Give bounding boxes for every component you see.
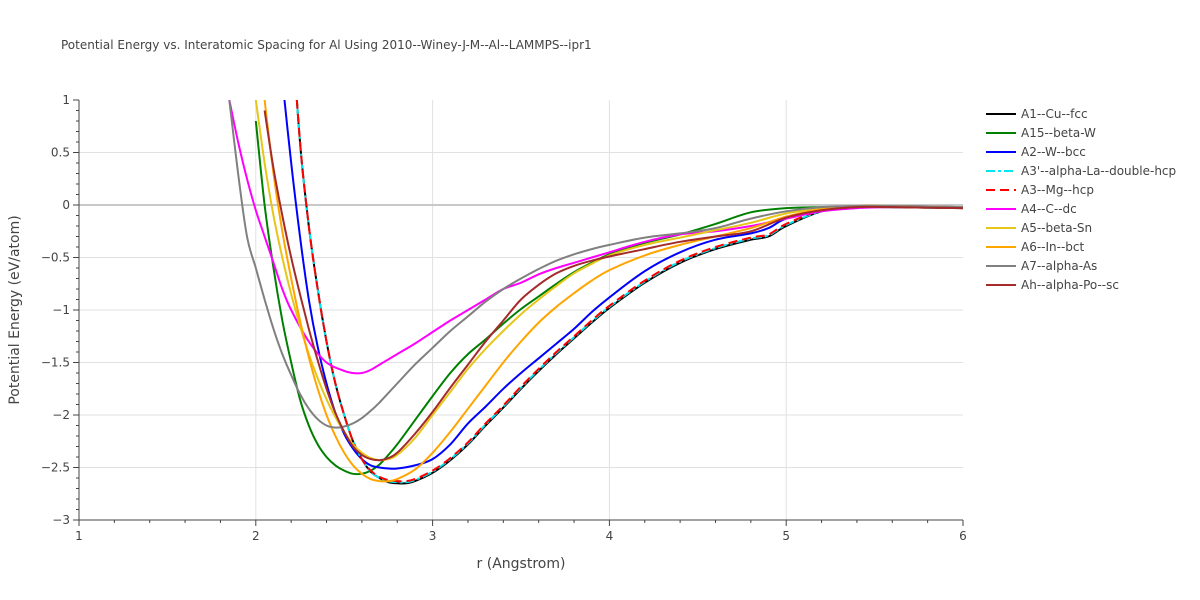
plot-area [228,16,963,485]
series-line[interactable] [228,100,963,429]
legend-item-label[interactable]: A2--W--bcc [1021,145,1086,159]
series-line[interactable] [282,79,963,470]
legend-item-label[interactable]: A6--In--bct [1021,240,1085,254]
y-tick-label: −1 [52,303,70,317]
y-tick-label: −0.5 [41,251,70,265]
series-line[interactable] [263,110,963,462]
legend-item-label[interactable]: A15--beta-W [1021,126,1096,140]
y-axis-title: Potential Energy (eV/atom) [7,215,23,404]
legend-item-label[interactable]: A7--alpha-As [1021,259,1097,273]
legend-item-label[interactable]: A1--Cu--fcc [1021,107,1088,121]
legend-item-label[interactable]: A3--Mg--hcp [1021,183,1094,197]
legend-item-label[interactable]: A5--beta-Sn [1021,221,1092,235]
legend-item-label[interactable]: A3'--alpha-La--double-hcp [1021,164,1176,178]
grid [79,100,963,520]
series-line[interactable] [291,16,963,483]
series-line[interactable] [254,100,963,462]
legend-item-label[interactable]: A4--C--dc [1021,202,1077,216]
series-line[interactable] [263,100,963,483]
x-tick-label: 5 [782,529,790,543]
x-tick-label: 4 [606,529,614,543]
y-tick-label: 0 [62,198,70,212]
y-tick-label: −1.5 [41,356,70,370]
x-tick-label: 2 [252,529,260,543]
legend-item-label[interactable]: Ah--alpha-Po--sc [1021,278,1119,292]
y-tick-label: −2 [52,408,70,422]
x-tick-label: 1 [75,529,83,543]
y-tick-label: 0.5 [51,146,70,160]
y-tick-label: 1 [62,93,70,107]
x-tick-label: 6 [959,529,967,543]
y-tick-label: −3 [52,513,70,527]
x-tick-label: 3 [429,529,437,543]
chart-title: Potential Energy vs. Interatomic Spacing… [61,38,592,52]
x-axis-title: r (Angstrom) [477,556,566,572]
series-line[interactable] [254,120,963,476]
series-line[interactable] [228,100,963,375]
axes: 1 2 3 4 5 6 1 0.5 0 −0.5 −1 −1.5 −2 −2.5 −3 [41,93,967,543]
legend[interactable]: A1--Cu--fcc A15--beta-W A2--W--bcc A3'--alp… [986,107,1176,292]
y-tick-label: −2.5 [41,461,70,475]
